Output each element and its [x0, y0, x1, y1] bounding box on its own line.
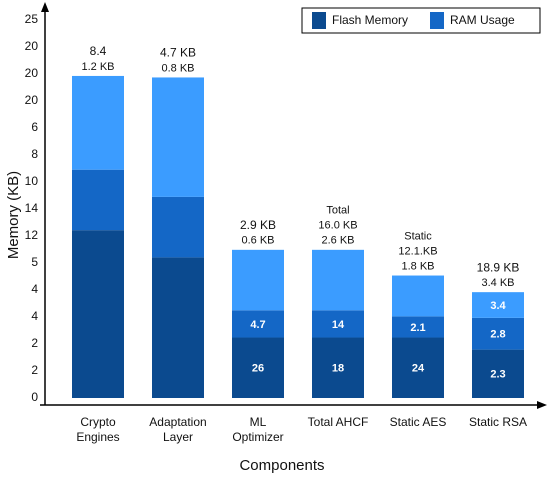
- top-label: 1.2 KB: [81, 61, 114, 73]
- y-tick-label: 5: [31, 255, 38, 269]
- bar-segment: [312, 337, 364, 398]
- top-label: 0.6 KB: [241, 235, 274, 247]
- y-axis-arrow: [41, 2, 49, 12]
- x-axis-label: Components: [239, 457, 324, 474]
- y-tick-label: 4: [31, 282, 38, 296]
- x-tick-label: Layer: [163, 430, 193, 444]
- y-tick-label: 20: [25, 39, 39, 53]
- bar-segment: [72, 75, 124, 170]
- segment-label: 3.4: [490, 300, 506, 312]
- top-label: 16.0 KB: [318, 220, 357, 232]
- x-tick-label: Total AHCF: [308, 415, 369, 429]
- segment-label: 18: [332, 363, 344, 375]
- segment-label: 26: [252, 363, 264, 375]
- x-axis-arrow: [537, 401, 547, 409]
- bar-segment: [392, 316, 444, 338]
- bar-segment: [72, 230, 124, 398]
- y-tick-label: 14: [25, 201, 39, 215]
- legend-swatch: [430, 12, 444, 29]
- top-label: 2.9 KB: [240, 218, 276, 232]
- x-tick-label: Engines: [76, 430, 119, 444]
- legend-swatch: [312, 12, 326, 29]
- top-label: 3.4 KB: [481, 277, 514, 289]
- y-tick-label: 0: [31, 390, 38, 404]
- bar-segment: [152, 257, 204, 398]
- segment-label: 2.8: [490, 329, 505, 341]
- bar-segment: [312, 249, 364, 311]
- legend-label: Flash Memory: [332, 13, 408, 27]
- x-tick-label: Crypto: [80, 415, 116, 429]
- bar-segment: [472, 349, 524, 398]
- bar-segment: [232, 337, 284, 398]
- y-tick-label: 12: [25, 228, 39, 242]
- top-label: 0.8 KB: [161, 62, 194, 74]
- top-label: 2.6 KB: [321, 235, 354, 247]
- y-tick-label: 4: [31, 309, 38, 323]
- legend-label: RAM Usage: [450, 13, 515, 27]
- segment-label: 2.3: [490, 369, 505, 381]
- x-tick-label: Optimizer: [232, 430, 283, 444]
- x-tick-label: Static RSA: [469, 415, 527, 429]
- segment-label: 14: [332, 319, 345, 331]
- y-tick-label: 8: [31, 147, 38, 161]
- segment-label: 4.7: [250, 319, 265, 331]
- y-tick-label: 20: [25, 66, 39, 80]
- bar-segment: [152, 77, 204, 197]
- top-label: Total: [326, 205, 349, 217]
- x-tick-label: Static AES: [390, 415, 447, 429]
- y-tick-label: 20: [25, 93, 39, 107]
- bar-segment: [232, 249, 284, 311]
- top-label: 8.4: [90, 44, 107, 58]
- legend: [301, 7, 541, 34]
- y-tick-label: 25: [25, 12, 39, 26]
- y-tick-label: 2: [31, 363, 38, 377]
- bar-segment: [392, 275, 444, 317]
- bar-segment: [232, 310, 284, 338]
- y-axis-label: Memory (KB): [5, 171, 22, 259]
- bar-segment: [72, 169, 124, 231]
- x-tick-label: Adaptation: [149, 415, 206, 429]
- bar-segment: [472, 292, 524, 318]
- top-label: 12.1.KB: [398, 245, 437, 257]
- bar-segment: [152, 196, 204, 258]
- y-tick-label: 6: [31, 120, 38, 134]
- y-tick-label: 10: [25, 174, 39, 188]
- bar-segment: [472, 317, 524, 350]
- segment-label: 24: [412, 363, 425, 375]
- top-label: 1.8 KB: [401, 260, 434, 272]
- x-tick-label: ML: [250, 415, 267, 429]
- y-tick-label: 2: [31, 336, 38, 350]
- top-label: Static: [404, 230, 432, 242]
- bar-segment: [312, 310, 364, 338]
- segment-label: 2.1: [410, 322, 425, 334]
- top-label: 18.9 KB: [477, 260, 520, 274]
- top-label: 4.7 KB: [160, 46, 196, 60]
- bar-segment: [392, 337, 444, 398]
